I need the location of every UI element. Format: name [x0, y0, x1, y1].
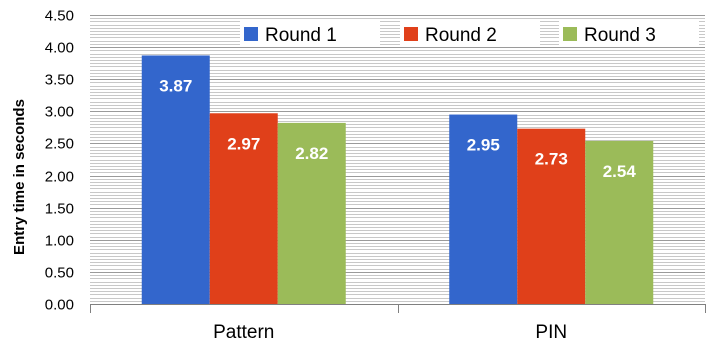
- y-tick-label: 4.50: [45, 8, 74, 25]
- data-label: 2.54: [603, 162, 637, 181]
- y-tick-label: 3.00: [45, 104, 74, 121]
- bar-pattern-round-2: [209, 113, 278, 304]
- legend-swatch: [404, 27, 418, 41]
- legend-bg: [559, 21, 699, 47]
- y-tick-label: 1.50: [45, 201, 74, 218]
- y-tick-label: 2.50: [45, 136, 74, 153]
- legend-bg: [400, 21, 540, 47]
- bar-pin-round-3: [585, 140, 654, 304]
- bar-pattern-round-3: [277, 122, 346, 304]
- legend-bg: [240, 21, 380, 47]
- y-tick-label: 0.00: [45, 297, 74, 314]
- legend-swatch: [563, 27, 577, 41]
- data-label: 2.97: [227, 134, 260, 153]
- bar-pin-round-2: [517, 128, 586, 304]
- data-label: 2.82: [295, 144, 328, 163]
- x-category-label: PIN: [535, 322, 567, 343]
- y-tick-label: 1.00: [45, 233, 74, 250]
- bars: [141, 55, 654, 305]
- data-labels: 3.87 2.97 2.82 2.95 2.73 2.54: [159, 76, 636, 180]
- y-axis-label: Entry time in seconds: [11, 99, 28, 255]
- bar-pattern-round-1: [141, 55, 210, 305]
- legend-label: Round 1: [265, 25, 337, 46]
- bar-pin-round-1: [449, 114, 518, 305]
- y-tick-label: 4.00: [45, 40, 74, 57]
- legend-label: Round 3: [584, 25, 656, 46]
- legend: Round 1 Round 2 Round 3: [240, 21, 699, 47]
- data-label: 3.87: [159, 76, 192, 95]
- legend-swatch: [244, 27, 258, 41]
- y-tick-label: 3.50: [45, 72, 74, 89]
- data-label: 2.95: [467, 136, 500, 155]
- x-category-label: Pattern: [213, 322, 274, 343]
- legend-label: Round 2: [425, 25, 497, 46]
- y-tick-label: 0.50: [45, 265, 74, 282]
- data-label: 2.73: [535, 150, 568, 169]
- axes: 0.00 0.50 1.00 1.50 2.00 2.50 3.00 3.50 4.00 4.50…: [45, 8, 706, 343]
- y-tick-label: 2.00: [45, 169, 74, 186]
